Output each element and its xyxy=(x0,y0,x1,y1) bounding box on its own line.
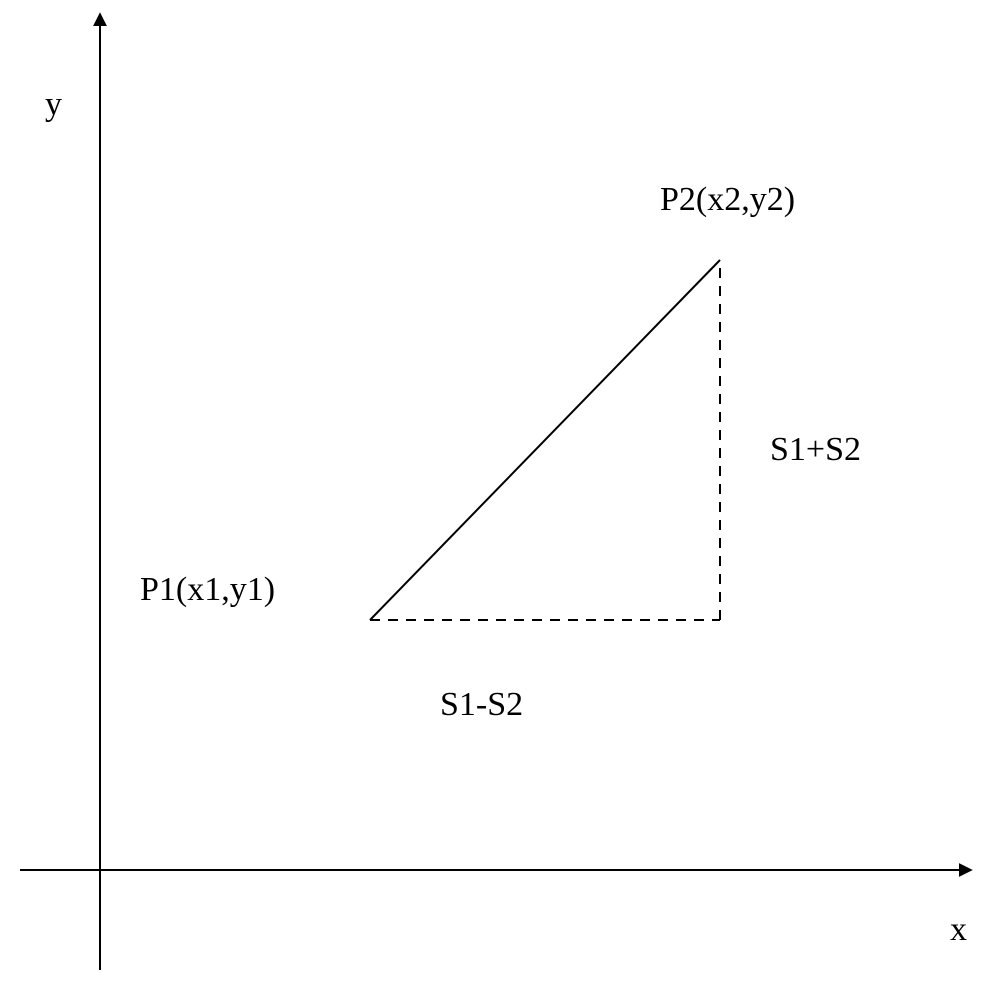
point-p1-label: P1(x1,y1) xyxy=(140,571,275,608)
x-axis-label: x xyxy=(950,911,967,948)
y-axis-label: y xyxy=(45,86,62,123)
horizontal-side-label: S1-S2 xyxy=(440,686,523,723)
vertical-side-label: S1+S2 xyxy=(770,431,861,468)
point-p2-label: P2(x2,y2) xyxy=(660,181,795,218)
line-p1-p2 xyxy=(370,260,720,620)
